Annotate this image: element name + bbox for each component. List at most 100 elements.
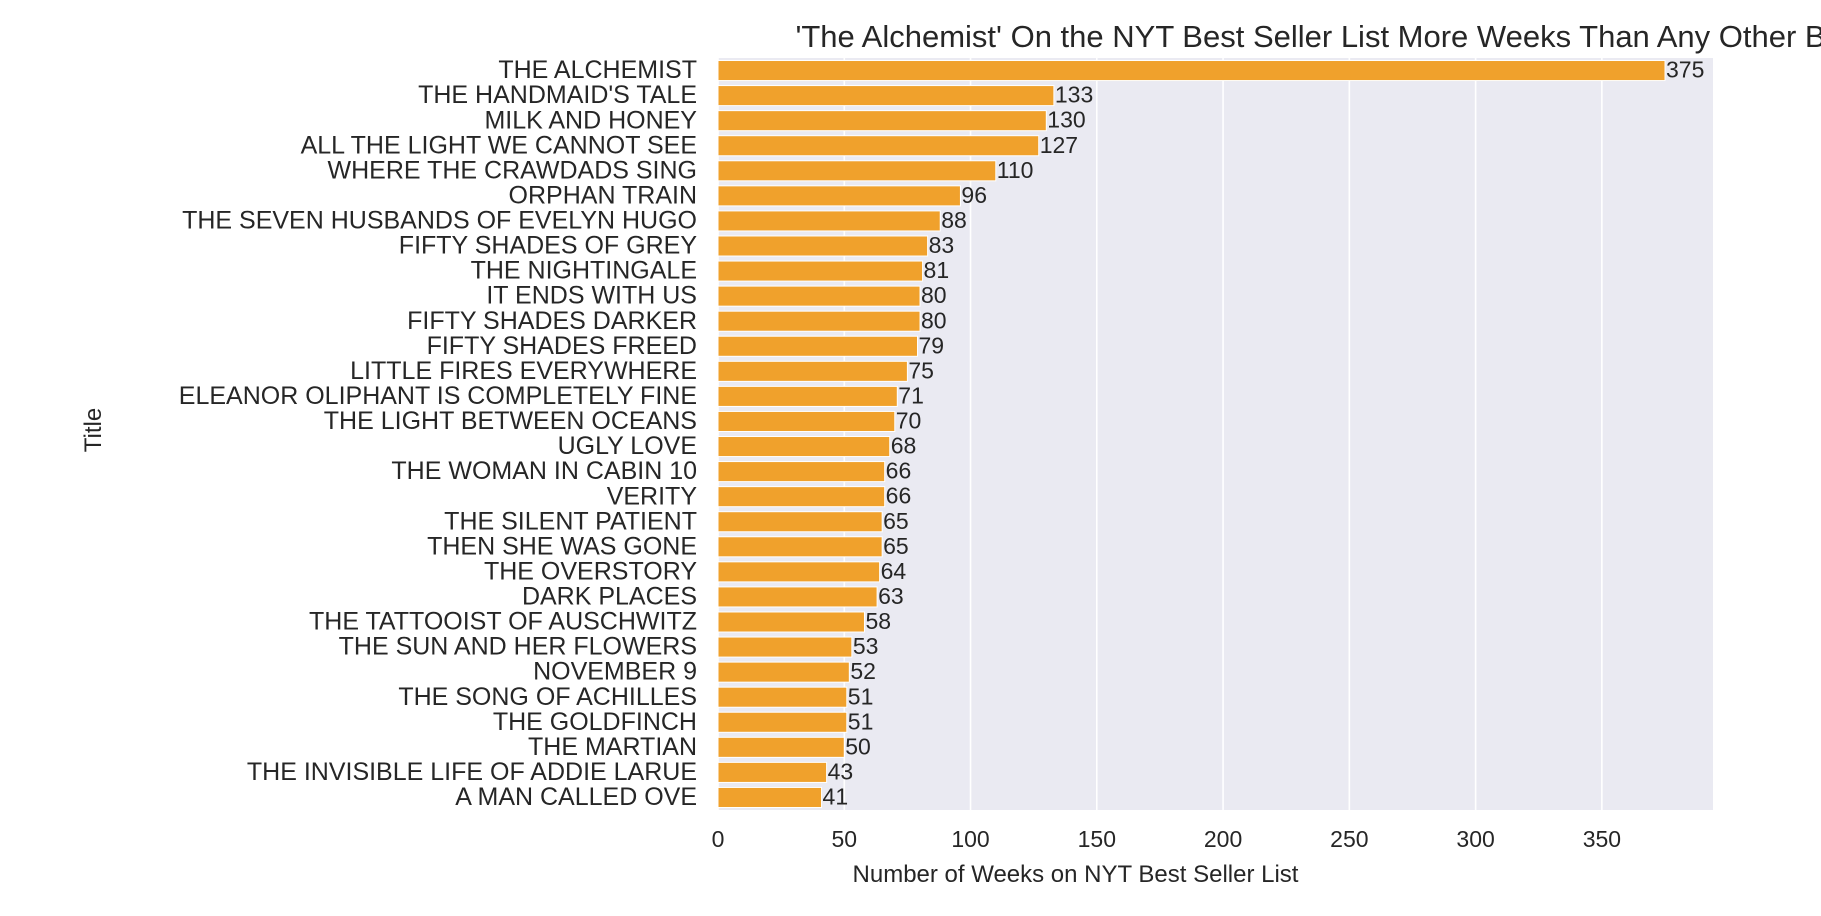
data-label: 130 (1047, 107, 1085, 133)
bar (717, 235, 929, 257)
data-label: 50 (845, 733, 871, 759)
x-tick-label: 150 (1078, 826, 1116, 852)
bar (717, 85, 1055, 107)
category-label: ELEANOR OLIPHANT IS COMPLETELY FINE (179, 382, 697, 410)
category-label: THEN SHE WAS GONE (427, 532, 697, 560)
bar (717, 786, 823, 808)
data-label: 75 (908, 357, 934, 383)
data-label: 65 (883, 508, 909, 534)
category-label: THE LIGHT BETWEEN OCEANS (324, 407, 697, 435)
bar (717, 160, 997, 182)
data-label: 88 (941, 207, 967, 233)
data-label: 79 (919, 332, 945, 358)
category-label: THE WOMAN IN CABIN 10 (391, 457, 697, 485)
data-label: 58 (865, 608, 891, 634)
data-label: 83 (929, 232, 955, 258)
category-label: FIFTY SHADES OF GREY (399, 232, 698, 260)
y-axis-title: Title (80, 408, 107, 452)
bar (717, 536, 883, 558)
category-label: MILK AND HONEY (484, 106, 697, 134)
category-label: DARK PLACES (522, 583, 697, 611)
x-tick-label: 50 (831, 826, 857, 852)
bar (717, 60, 1666, 82)
bar (717, 461, 886, 483)
category-label: WHERE THE CRAWDADS SING (328, 156, 697, 184)
data-label: 81 (924, 257, 950, 283)
category-label: THE SEVEN HUSBANDS OF EVELYN HUGO (182, 207, 697, 235)
chart-title: 'The Alchemist' On the NYT Best Seller L… (795, 19, 1821, 54)
bar (717, 410, 896, 432)
category-label: ORPHAN TRAIN (509, 181, 697, 209)
bar (717, 511, 883, 533)
data-label: 375 (1666, 57, 1704, 83)
category-label: VERITY (607, 482, 698, 510)
x-tick-label: 100 (951, 826, 989, 852)
data-label: 96 (961, 182, 987, 208)
data-label: 41 (823, 784, 849, 810)
data-label: 68 (891, 433, 917, 459)
category-label: THE SUN AND HER FLOWERS (339, 633, 697, 661)
bar (717, 686, 848, 708)
x-tick-label: 300 (1456, 826, 1494, 852)
category-label: THE GOLDFINCH (493, 708, 697, 736)
category-label: THE NIGHTINGALE (471, 257, 697, 285)
bar (717, 310, 921, 332)
data-label: 80 (921, 282, 947, 308)
category-label: THE INVISIBLE LIFE OF ADDIE LARUE (247, 758, 697, 786)
category-label: THE SILENT PATIENT (444, 507, 697, 535)
category-label: THE TATTOOIST OF AUSCHWITZ (309, 608, 697, 636)
bar (717, 611, 865, 633)
data-label: 80 (921, 307, 947, 333)
x-tick-label: 250 (1330, 826, 1368, 852)
data-label: 71 (898, 382, 924, 408)
data-label: 51 (848, 683, 874, 709)
data-label: 63 (878, 583, 904, 609)
bar (717, 436, 891, 458)
x-tick-labels: 0 50 100 150 200 250 300 350 (712, 826, 1621, 852)
data-label: 64 (881, 558, 907, 584)
category-label: ALL THE LIGHT WE CANNOT SEE (301, 131, 697, 159)
bar (717, 285, 921, 307)
category-label: THE MARTIAN (528, 733, 697, 761)
category-label: THE ALCHEMIST (498, 56, 697, 84)
category-label: A MAN CALLED OVE (455, 783, 697, 811)
data-label: 110 (997, 157, 1034, 183)
data-label: 52 (850, 658, 876, 684)
x-tick-label: 200 (1204, 826, 1242, 852)
category-label: FIFTY SHADES FREED (427, 332, 697, 360)
bar (717, 385, 898, 407)
category-label: LITTLE FIRES EVERYWHERE (350, 357, 697, 385)
bar (717, 736, 845, 758)
bar (717, 360, 908, 382)
bar (717, 110, 1047, 132)
category-label: NOVEMBER 9 (533, 658, 697, 686)
category-label: THE SONG OF ACHILLES (398, 683, 697, 711)
data-label: 51 (848, 708, 874, 734)
bar (717, 210, 941, 232)
data-label: 127 (1040, 132, 1078, 158)
category-label: THE OVERSTORY (484, 557, 697, 585)
category-label: UGLY LOVE (558, 432, 697, 460)
bar (717, 711, 848, 733)
bar (717, 260, 924, 282)
bar (717, 561, 881, 583)
plot-area (718, 58, 1713, 810)
bar (717, 761, 828, 783)
x-tick-label: 0 (712, 826, 725, 852)
bar (717, 661, 850, 683)
bars (717, 60, 1666, 808)
bar (717, 586, 878, 608)
bar (717, 486, 886, 508)
x-axis-title: Number of Weeks on NYT Best Seller List (853, 861, 1299, 888)
data-label: 66 (886, 483, 912, 509)
data-label: 70 (896, 408, 922, 434)
bar (717, 185, 961, 207)
category-label: IT ENDS WITH US (486, 282, 697, 310)
data-label: 133 (1055, 82, 1093, 108)
data-label: 66 (886, 458, 912, 484)
category-label: THE HANDMAID'S TALE (418, 81, 697, 109)
category-label: FIFTY SHADES DARKER (407, 307, 697, 335)
